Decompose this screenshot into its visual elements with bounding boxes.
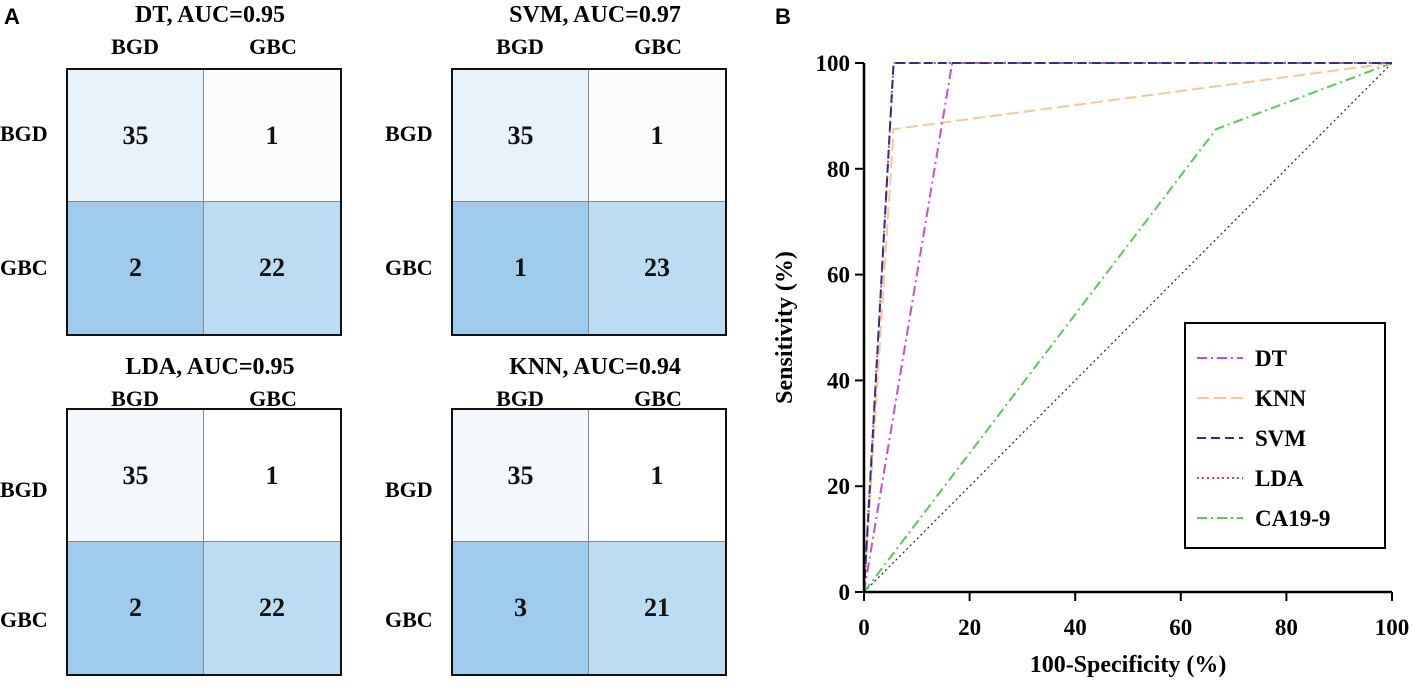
matrix-grid: 35 1 3 21	[451, 408, 727, 676]
legend-label: CA19-9	[1255, 506, 1330, 531]
column-label-gbc: GBC	[634, 386, 682, 411]
legend-label: DT	[1255, 346, 1287, 371]
column-label-gbc: GBC	[249, 34, 297, 59]
row-label-gbc: GBC	[0, 607, 48, 632]
matrix-cell: 1	[204, 410, 340, 542]
legend-label: KNN	[1255, 386, 1307, 411]
roc-line-ca19-9	[863, 62, 1393, 593]
legend-label: LDA	[1255, 466, 1304, 491]
matrix-cell: 35	[453, 70, 589, 202]
panel-b-label: B	[775, 4, 791, 29]
matrix-title: DT, AUC=0.95	[135, 2, 285, 28]
matrix-cell: 2	[68, 542, 204, 674]
confusion-matrix-knn: KNN, AUC=0.94 BGD GBC BGD GBC 35 1 3 21	[385, 354, 775, 694]
column-label-gbc: GBC	[249, 386, 297, 411]
matrix-title: LDA, AUC=0.95	[125, 354, 295, 380]
x-tick-label: 40	[1064, 615, 1087, 640]
row-label-bgd: BGD	[385, 477, 433, 502]
y-tick-label: 60	[827, 263, 850, 288]
column-label-bgd: BGD	[496, 34, 544, 59]
matrix-title: KNN, AUC=0.94	[509, 354, 681, 380]
roc-axes: 0 20 40 60 80 100 0 20 40 60 80 100 100-Specificity …	[772, 51, 1409, 678]
column-label-bgd: BGD	[111, 386, 159, 411]
panel-a-label: A	[4, 4, 20, 29]
matrix-cell: 23	[589, 202, 725, 334]
confusion-matrix-dt: DT, AUC=0.95 BGD GBC BGD GBC 35 1 2 22	[0, 2, 390, 342]
matrix-cell: 1	[589, 410, 725, 542]
matrix-title: SVM, AUC=0.97	[509, 2, 681, 28]
row-label-gbc: GBC	[0, 255, 48, 280]
y-tick-label: 100	[816, 51, 851, 76]
matrix-cell: 2	[68, 202, 204, 334]
matrix-grid: 35 1 2 22	[66, 408, 342, 676]
matrix-cell: 22	[204, 542, 340, 674]
matrix-cell: 35	[453, 410, 589, 542]
column-label-gbc: GBC	[634, 34, 682, 59]
matrix-cell: 22	[204, 202, 340, 334]
y-tick-label: 0	[839, 580, 851, 605]
y-tick-label: 40	[827, 368, 850, 393]
confusion-matrix-svm: SVM, AUC=0.97 BGD GBC BGD GBC 35 1 1 23	[385, 2, 775, 342]
matrix-cell: 35	[68, 410, 204, 542]
matrix-cell: 21	[589, 542, 725, 674]
matrix-cell: 1	[589, 70, 725, 202]
matrix-cell: 35	[68, 70, 204, 202]
roc-chart: 0 20 40 60 80 100 0 20 40 60 80 100 100-Specificity …	[772, 51, 1409, 678]
legend-label: SVM	[1255, 426, 1306, 451]
x-tick-label: 60	[1169, 615, 1192, 640]
y-axis-title: Sensitivity (%)	[772, 251, 798, 404]
x-tick-label: 0	[858, 615, 870, 640]
row-label-gbc: GBC	[385, 255, 433, 280]
row-label-bgd: BGD	[0, 477, 48, 502]
matrix-grid: 35 1 1 23	[451, 68, 727, 336]
x-axis-title: 100-Specificity (%)	[1030, 652, 1227, 678]
row-label-bgd: BGD	[0, 121, 48, 146]
y-tick-label: 80	[827, 157, 850, 182]
matrix-cell: 3	[453, 542, 589, 674]
column-label-bgd: BGD	[496, 386, 544, 411]
row-label-gbc: GBC	[385, 607, 433, 632]
confusion-matrix-lda: LDA, AUC=0.95 BGD GBC BGD GBC 35 1 2 22	[0, 354, 390, 694]
roc-legend: DT KNN SVM LDA CA19-9	[1184, 322, 1386, 549]
x-tick-label: 100	[1375, 615, 1410, 640]
y-tick-label: 20	[827, 474, 850, 499]
legend-box	[1184, 322, 1386, 549]
roc-line-svm	[863, 62, 1392, 593]
matrix-grid: 35 1 2 22	[66, 68, 342, 336]
matrix-cell: 1	[453, 202, 589, 334]
roc-series-group	[863, 62, 1393, 593]
column-label-bgd: BGD	[111, 34, 159, 59]
x-tick-label: 20	[958, 615, 981, 640]
row-label-bgd: BGD	[385, 121, 433, 146]
x-tick-label: 80	[1275, 615, 1298, 640]
matrix-cell: 1	[204, 70, 340, 202]
roc-line-knn	[863, 62, 1393, 593]
